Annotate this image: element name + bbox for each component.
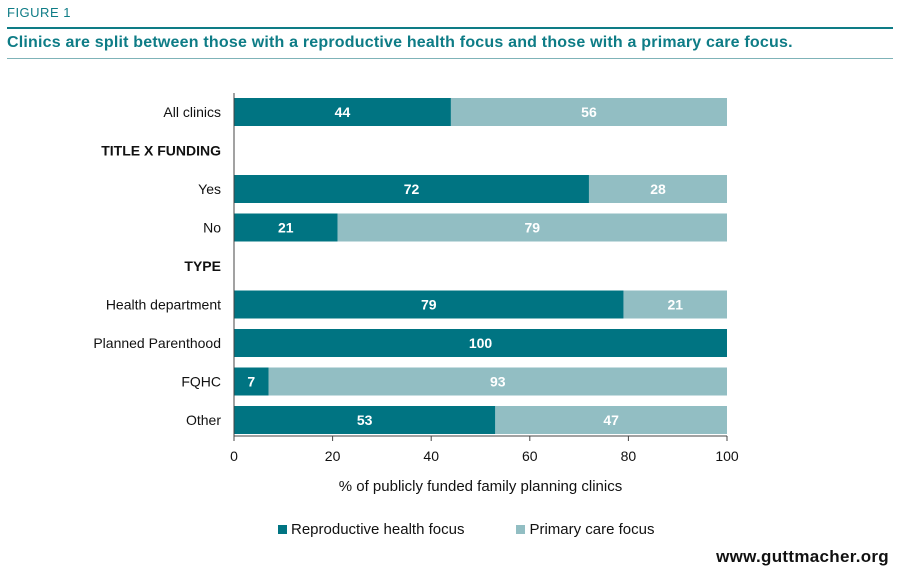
x-tick-label-100: 100 [715,448,739,464]
data-label-primary-care-focus-yes: 28 [650,181,666,197]
x-tick-label-20: 20 [325,448,341,464]
x-tick-label-40: 40 [423,448,439,464]
category-label-health-department: Health department [106,297,221,313]
bar-reproductive-health-focus-no [234,213,338,242]
data-label-reproductive-health-focus-planned-parenthood: 100 [469,335,493,351]
bar-reproductive-health-focus-health-department [234,290,624,319]
chart-title: Clinics are split between those with a r… [7,34,793,51]
data-label-primary-care-focus-health-department: 21 [667,297,683,313]
legend-item-reproductive: Reproductive health focus [278,521,464,538]
bar-reproductive-health-focus-yes [234,175,589,203]
x-tick-label-0: 0 [230,448,238,464]
data-label-reproductive-health-focus-other: 53 [357,412,373,428]
category-label-planned-parenthood: Planned Parenthood [93,335,221,351]
data-label-reproductive-health-focus-fqhc: 7 [247,374,255,390]
bar-reproductive-health-focus-other [234,406,496,434]
bar-reproductive-health-focus-planned-parenthood [234,329,727,357]
data-label-reproductive-health-focus-all-clinics: 44 [335,104,351,120]
legend-item-primary: Primary care focus [516,521,654,538]
data-label-primary-care-focus-no: 79 [524,220,540,236]
bar-reproductive-health-focus-fqhc [234,367,269,396]
legend-label-primary: Primary care focus [529,521,655,538]
category-label-yes: Yes [198,181,221,197]
x-axis-label: % of publicly funded family planning cli… [339,478,622,495]
x-tick-label-60: 60 [522,448,538,464]
legend-swatch-reproductive [278,525,287,534]
data-label-reproductive-health-focus-yes: 72 [404,181,420,197]
source-url: www.guttmacher.org [716,547,889,566]
figure-label: FIGURE 1 [7,5,71,20]
data-label-reproductive-health-focus-no: 21 [278,220,294,236]
bar-primary-care-focus-no [337,213,727,242]
legend: Reproductive health focus Primary care f… [278,521,706,538]
data-label-primary-care-focus-all-clinics: 56 [581,104,597,120]
legend-label-reproductive: Reproductive health focus [291,521,465,538]
group-header-type: TYPE [184,258,221,274]
bar-primary-care-focus-health-department [623,290,727,319]
category-label-no: No [203,220,221,236]
title-bottom-rule [7,58,893,59]
bar-primary-care-focus-yes [588,175,727,203]
x-tick-label-80: 80 [621,448,637,464]
data-label-reproductive-health-focus-health-department: 79 [421,297,437,313]
bar-primary-care-focus-fqhc [268,367,727,396]
category-label-fqhc: FQHC [181,374,221,390]
category-label-other: Other [186,412,221,428]
legend-swatch-primary [516,525,526,534]
data-label-primary-care-focus-other: 47 [603,412,619,428]
title-top-rule [7,27,893,29]
bar-reproductive-health-focus-all-clinics [234,98,451,126]
data-label-primary-care-focus-fqhc: 93 [490,374,506,390]
category-label-all-clinics: All clinics [163,104,221,120]
group-header-title-x-funding: TITLE X FUNDING [101,143,221,159]
bar-primary-care-focus-other [495,406,727,434]
bar-primary-care-focus-all-clinics [450,98,727,126]
